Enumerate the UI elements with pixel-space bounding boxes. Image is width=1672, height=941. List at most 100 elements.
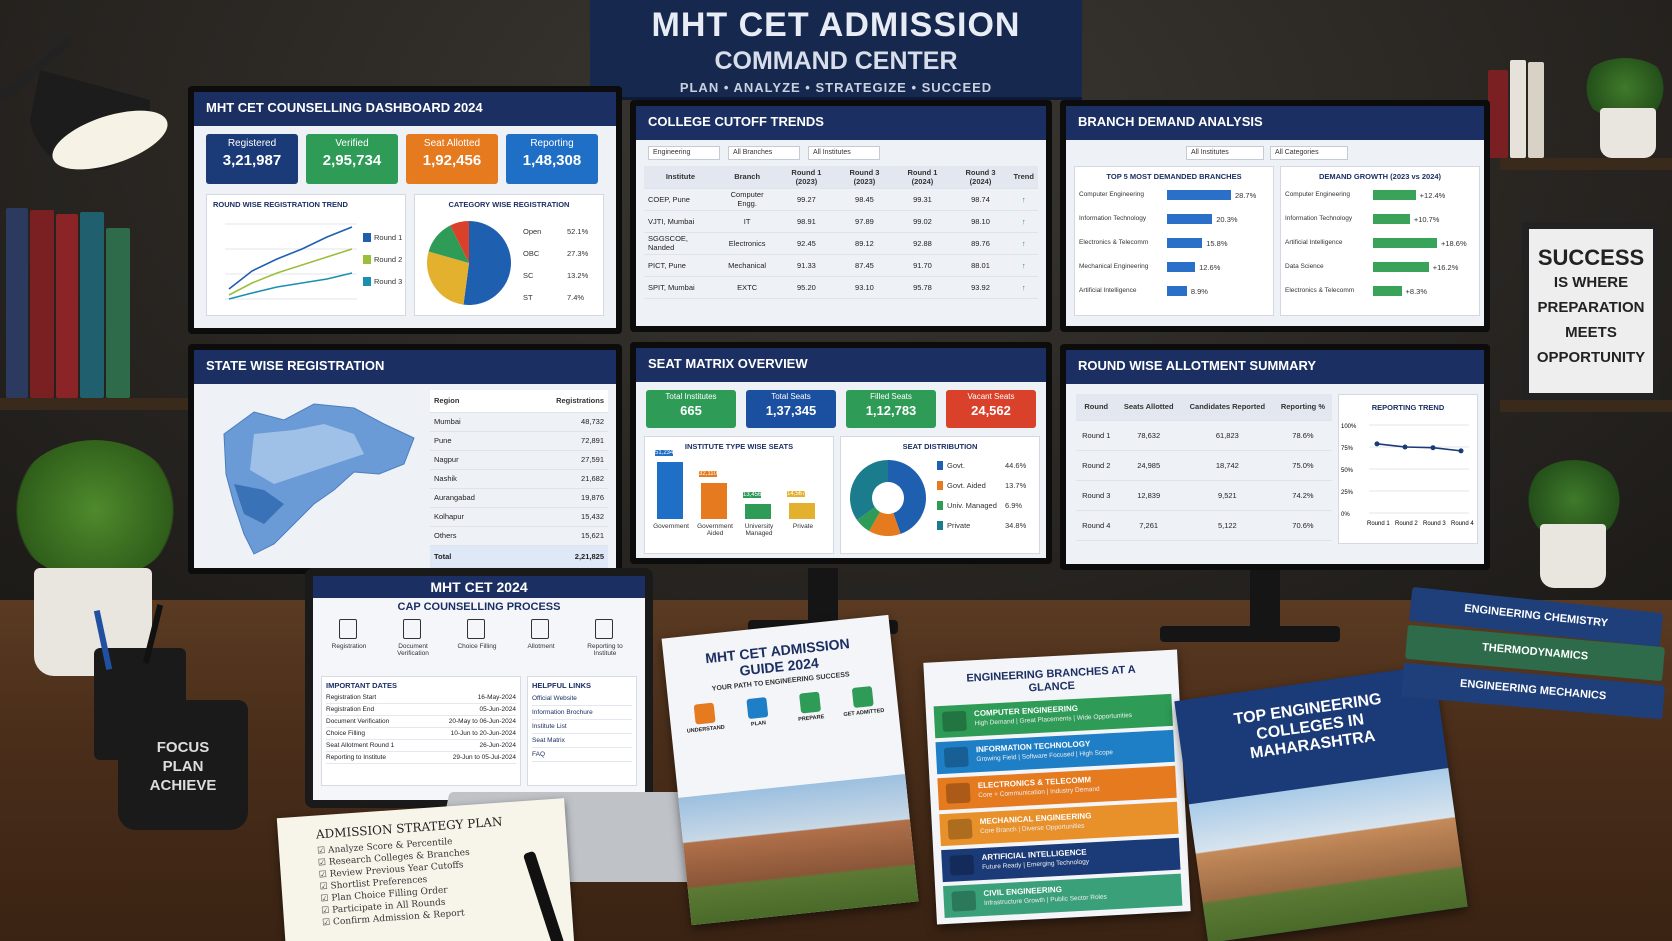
type-name: University Managed	[744, 523, 774, 537]
filter-dropdown[interactable]: All Categories	[1270, 146, 1348, 160]
reporting-trend-chart: 100% 75% 50% 25% 0% Round 1 Round 2 Round 3 Roun…	[1341, 424, 1474, 527]
poster-line: OPPORTUNITY	[1536, 349, 1646, 366]
state-title: STATE WISE REGISTRATION	[194, 350, 616, 384]
filter-dropdown[interactable]: All Branches	[728, 146, 800, 160]
monitor-state: STATE WISE REGISTRATION Region Registrati…	[188, 344, 622, 574]
checkbox-icon: ☑	[317, 857, 330, 869]
table-cell: Round 1	[1076, 420, 1117, 451]
table-cell: ↑	[1009, 232, 1038, 255]
shelf-book	[1528, 62, 1544, 158]
step-icon	[467, 619, 485, 639]
table-cell: 24,985	[1116, 450, 1181, 481]
table-cell: 93.92	[951, 276, 1010, 299]
seat-kpi-card[interactable]: Total Seats 1,37,345	[746, 390, 836, 428]
column-header: Round 3 (2024)	[951, 166, 1010, 189]
branch-name: Mechanical Engineering	[1079, 263, 1149, 270]
helpful-link[interactable]: Institute List	[532, 720, 632, 734]
table-row[interactable]: Round 1 78,632 61,823 78.6%	[1076, 420, 1332, 451]
monitor-cutoff: COLLEGE CUTOFF TRENDS Engineering All Bra…	[630, 100, 1052, 332]
step-label: Reporting to Institute	[587, 643, 623, 657]
checkbox-icon: ☑	[318, 869, 331, 881]
helpful-link[interactable]: FAQ	[532, 748, 632, 762]
table-row[interactable]: SGGSCOE, Nanded Electronics 92.45 89.12 92.8…	[644, 232, 1038, 255]
helpful-link[interactable]: Seat Matrix	[532, 734, 632, 748]
table-row[interactable]: VJTI, Mumbai IT 98.91 97.89 99.02 98.10 ↑	[644, 210, 1038, 233]
kpi-card[interactable]: Seat Allotted 1,92,456	[406, 134, 498, 184]
kpi-value: 1,12,783	[865, 403, 917, 418]
column-header: Round 1 (2023)	[777, 166, 836, 189]
book-title: ENGINEERING MECHANICS	[1459, 677, 1607, 703]
table-row[interactable]: PICT, Pune Mechanical 91.33 87.45 91.70 88.01…	[644, 254, 1038, 277]
table-row[interactable]: COEP, Pune Computer Engg. 99.27 98.45 99.31 9…	[644, 188, 1038, 211]
table-row[interactable]: Nashik 21,682	[430, 469, 608, 489]
filter-dropdown[interactable]: All Institutes	[808, 146, 880, 160]
branch-icon	[951, 890, 977, 912]
column-header: Round 3 (2023)	[835, 166, 894, 189]
table-cell: 97.89	[835, 210, 894, 233]
banner-tagline: PLAN • ANALYZE • STRATEGIZE • SUCCEED	[679, 80, 993, 95]
seat-distribution-panel: SEAT DISTRIBUTION Govt. 44.6% Govt. Aided 1…	[840, 436, 1040, 554]
table-row[interactable]: Round 3 12,839 9,521 74.2%	[1076, 480, 1332, 511]
bar	[1167, 214, 1213, 224]
data-point	[1430, 445, 1436, 451]
table-row[interactable]: Aurangabad 19,876	[430, 488, 608, 508]
kpi-card[interactable]: Reporting 1,48,308	[506, 134, 598, 184]
guide-step-icon	[851, 686, 874, 709]
table-row[interactable]: Mumbai 48,732	[430, 412, 608, 432]
table-cell: 78,632	[1116, 420, 1181, 451]
table-cell: 95.20	[777, 276, 836, 299]
seat-kpi-card[interactable]: Filled Seats 1,12,783	[846, 390, 936, 428]
date-label: Registration End	[326, 706, 375, 713]
bar	[1167, 238, 1203, 248]
filter-dropdown[interactable]: All Institutes	[1186, 146, 1264, 160]
branch-card[interactable]: CIVIL ENGINEERING Infrastructure Growth |…	[943, 873, 1183, 919]
column-header: Seats Allotted	[1116, 394, 1181, 421]
bar	[1373, 286, 1402, 296]
total-label: Total	[430, 545, 513, 568]
kpi-value: 24,562	[971, 403, 1011, 418]
seat-distribution-title: SEAT DISTRIBUTION	[902, 442, 978, 451]
table-cell: PICT, Pune	[644, 254, 717, 277]
table-row[interactable]: Round 2 24,985 18,742 75.0%	[1076, 450, 1332, 481]
seat-kpi-card[interactable]: Vacant Seats 24,562	[946, 390, 1036, 428]
table-row[interactable]: Pune 72,891	[430, 431, 608, 451]
data-point	[1458, 448, 1464, 454]
date-label: Seat Allotment Round 1	[326, 742, 395, 749]
dist-pct: 34.8%	[1005, 521, 1027, 530]
checkbox-icon: ☑	[319, 881, 331, 893]
x-tick-label: Round 2	[1395, 521, 1418, 527]
table-row[interactable]: SPIT, Mumbai EXTC 95.20 93.10 95.78 93.92 ↑	[644, 276, 1038, 299]
helpful-link[interactable]: Information Brochure	[532, 706, 632, 720]
plant-pot-right	[1540, 524, 1606, 588]
kpi-card[interactable]: Verified 2,95,734	[306, 134, 398, 184]
table-cell: Mechanical	[716, 254, 778, 277]
kpi-card[interactable]: Registered 3,21,987	[206, 134, 298, 184]
table-row[interactable]: Nagpur 27,591	[430, 450, 608, 470]
column-header: Trend	[1009, 166, 1038, 189]
table-row[interactable]: Kolhapur 15,432	[430, 507, 608, 527]
table-cell: 95.78	[893, 276, 952, 299]
legend-item: Round 3	[363, 277, 402, 286]
donut-hole	[872, 482, 904, 514]
seat-kpi-card[interactable]: Total Institutes 665	[646, 390, 736, 428]
filter-dropdown[interactable]: Engineering	[648, 146, 720, 160]
helpful-link[interactable]: Official Website	[532, 692, 632, 706]
trend-title: ROUND WISE REGISTRATION TREND	[213, 200, 348, 209]
table-row[interactable]: Others 15,621	[430, 526, 608, 546]
table-cell: 92.45	[777, 232, 836, 255]
kpi-label: Total Institutes	[665, 392, 717, 401]
kpi-label: Registered	[227, 138, 277, 149]
monitor-allotment: ROUND WISE ALLOTMENT SUMMARY Round Seats …	[1060, 344, 1490, 570]
region-cell: Others	[430, 526, 513, 546]
kpi-value: 1,92,456	[422, 152, 482, 169]
book-title: ENGINEERING CHEMISTRY	[1463, 602, 1609, 630]
table-cell: 98.74	[951, 188, 1010, 211]
region-cell: Aurangabad	[430, 488, 513, 508]
maharashtra-map	[223, 403, 415, 555]
bar-label: 28.7%	[1235, 191, 1257, 200]
dist-name: Govt.	[937, 461, 965, 470]
table-row[interactable]: Round 4 7,261 5,122 70.6%	[1076, 510, 1332, 541]
legend-item: Round 2	[363, 255, 402, 264]
registrations-cell: 72,891	[513, 431, 608, 451]
branches-brochure: ENGINEERING BRANCHES AT A GLANCE COMPUTE…	[923, 649, 1191, 925]
